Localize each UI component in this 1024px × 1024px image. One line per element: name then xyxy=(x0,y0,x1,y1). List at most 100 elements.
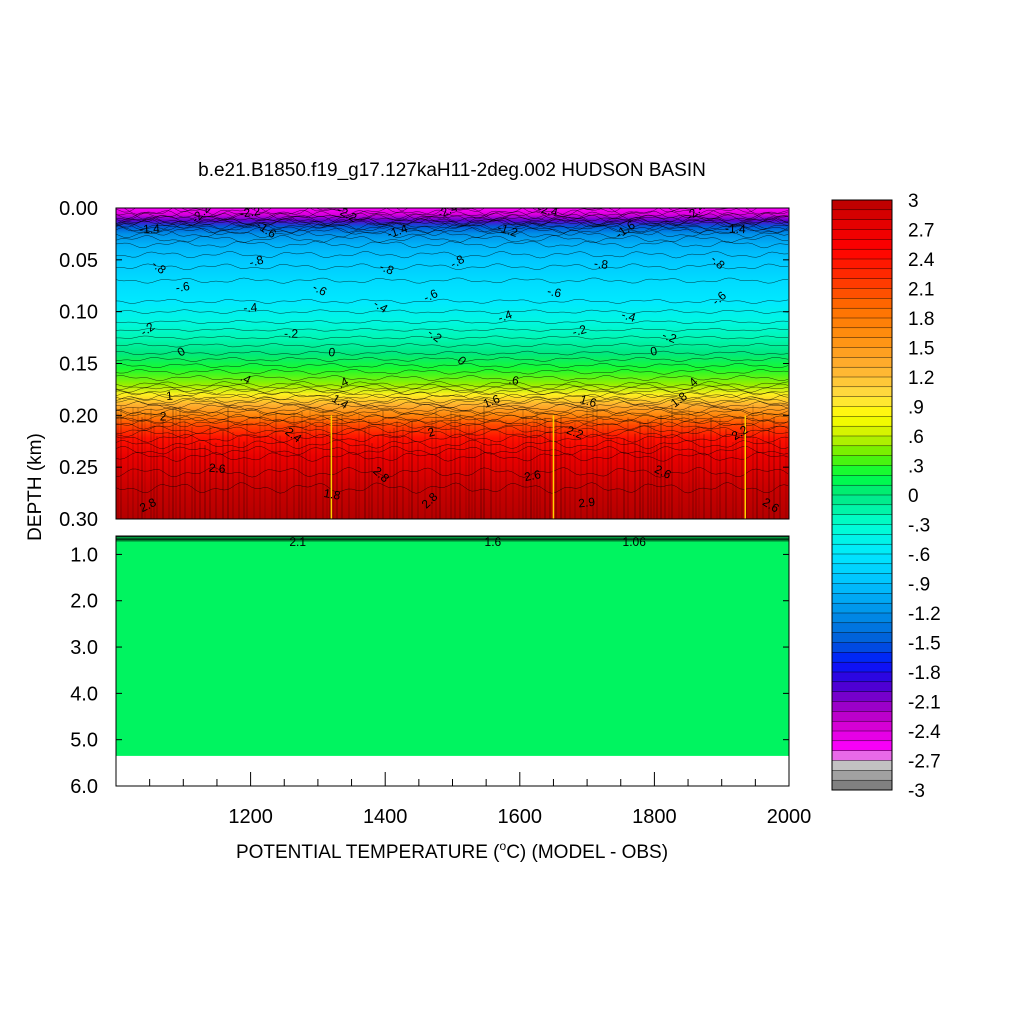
contour-line xyxy=(116,277,789,284)
colorbar-swatch xyxy=(831,671,893,683)
contour-line xyxy=(116,328,789,332)
colorbar-swatch xyxy=(831,543,893,555)
colorbar-swatch xyxy=(831,534,893,545)
contour-line xyxy=(116,393,789,401)
colorbar-swatch xyxy=(831,750,893,761)
colorbar-swatch xyxy=(831,298,893,309)
lower-contour-label: 2.1 xyxy=(289,535,306,549)
x-tick-label: 2000 xyxy=(767,806,812,828)
colorbar-swatch xyxy=(831,376,893,388)
contour-line xyxy=(116,406,789,414)
colorbar-swatch xyxy=(831,701,893,712)
contour-line xyxy=(116,224,789,234)
contour-line xyxy=(116,343,789,348)
y-tick-label: 0.20 xyxy=(59,405,98,427)
contour-line xyxy=(116,403,789,412)
colorbar-swatch xyxy=(831,573,893,584)
colorbar-swatch xyxy=(831,740,893,752)
contour-label: -.6 xyxy=(421,286,440,305)
x-tick-label: 1400 xyxy=(363,806,408,828)
colorbar-swatch xyxy=(831,396,893,408)
colorbar-swatch xyxy=(831,307,893,319)
colorbar-swatch xyxy=(831,730,893,742)
colorbar-tick-label: .6 xyxy=(908,427,924,448)
lower-top-contours xyxy=(116,536,789,542)
contour-line xyxy=(116,335,789,340)
y-tick-label: 0.10 xyxy=(59,302,98,324)
contour-label: -.8 xyxy=(593,256,609,272)
contour-label: -.4 xyxy=(371,297,391,317)
x-axis-label-main: POTENTIAL TEMPERATURE ( xyxy=(236,842,500,863)
colorbar-swatch xyxy=(831,347,893,358)
y-axis-label: DEPTH (km) xyxy=(25,433,46,541)
colorbar-swatch xyxy=(831,484,893,496)
colorbar-swatch xyxy=(831,258,893,270)
colorbar-swatch xyxy=(831,504,893,516)
lower-panel: 2.1 1.6 1.06 1.0 2.0 3.0 4.0 5.0 6.0 1200 1400 16… xyxy=(70,535,811,828)
colorbar-swatch xyxy=(831,199,893,211)
colorbar-swatch xyxy=(831,652,893,663)
contour-label: -2.4 xyxy=(536,201,560,219)
contour-label: -.6 xyxy=(546,284,563,301)
upper-y-axis: 0.00 0.05 0.10 0.15 0.20 0.25 0.30 xyxy=(59,198,789,531)
colorbar-swatch xyxy=(831,219,893,230)
colorbar-swatch xyxy=(831,435,893,447)
contour-label: -.4 xyxy=(496,307,514,325)
x-axis-label: POTENTIAL TEMPERATURE (oC) (MODEL - OBS) xyxy=(236,839,668,863)
lower-contour-label: 1.06 xyxy=(623,535,647,549)
colorbar-tick-label: 2.1 xyxy=(908,280,934,301)
colorbar-tick-label: -2.7 xyxy=(908,752,941,773)
colorbar-tick-label: -.9 xyxy=(908,575,930,596)
colorbar-tick-label: 3 xyxy=(908,191,919,212)
colorbar-swatch xyxy=(831,661,893,673)
x-axis-label-degree: o xyxy=(500,839,507,853)
contour-label: -1.4 xyxy=(139,221,161,236)
colorbar-swatch xyxy=(831,711,893,722)
lower-y-axis: 1.0 2.0 3.0 4.0 5.0 6.0 xyxy=(70,544,789,798)
contour-line xyxy=(116,356,789,362)
contour-line xyxy=(116,227,789,236)
y-tick-label: 0.25 xyxy=(59,457,98,479)
colorbar-swatch xyxy=(831,779,893,791)
colorbar-swatch xyxy=(831,475,893,486)
colorbar-swatch xyxy=(831,593,893,604)
contour-label: -1.2 xyxy=(496,220,520,240)
colorbar-swatch xyxy=(831,760,893,771)
contour-label: 2 xyxy=(160,410,167,424)
colorbar-tick-label: -1.2 xyxy=(908,604,941,625)
colorbar xyxy=(831,199,893,791)
colorbar-tick-label: 2.4 xyxy=(908,250,935,271)
colorbar-swatch xyxy=(831,317,893,329)
colorbar-swatch xyxy=(831,455,893,467)
contour-label: -.8 xyxy=(248,253,265,270)
colorbar-tick-label: 1.5 xyxy=(908,339,934,360)
contour-line xyxy=(116,398,789,406)
contour-label: 2.2 xyxy=(565,423,586,442)
contour-label: -2.2 xyxy=(239,204,262,221)
colorbar-swatch xyxy=(831,465,893,476)
colorbar-swatch xyxy=(831,681,893,693)
contour-line xyxy=(116,263,789,271)
upper-vertical-streaks xyxy=(117,405,787,519)
colorbar-swatch xyxy=(831,563,893,575)
x-tick-label: 1600 xyxy=(498,806,543,828)
x-axis-label-unit: C) (MODEL - OBS) xyxy=(506,842,668,863)
y-tick-label: 4.0 xyxy=(70,683,98,705)
contour-line xyxy=(116,235,789,244)
colorbar-swatch xyxy=(831,622,893,634)
contour-line xyxy=(116,219,789,229)
colorbar-swatch xyxy=(831,416,893,427)
contour-line xyxy=(116,369,789,375)
colorbar-tick-label: -1.5 xyxy=(908,634,941,655)
contour-label: -.2 xyxy=(660,328,679,346)
contour-label: 2.8 xyxy=(137,495,159,515)
contour-line xyxy=(116,209,789,219)
contour-line xyxy=(116,221,789,230)
contour-label: -.8 xyxy=(378,259,397,277)
contour-line xyxy=(116,298,789,304)
contour-label: 2.9 xyxy=(578,495,596,511)
y-tick-label: 0.00 xyxy=(59,198,98,220)
contour-label: 1.6 xyxy=(578,392,598,410)
y-tick-label: 2.0 xyxy=(70,591,98,613)
